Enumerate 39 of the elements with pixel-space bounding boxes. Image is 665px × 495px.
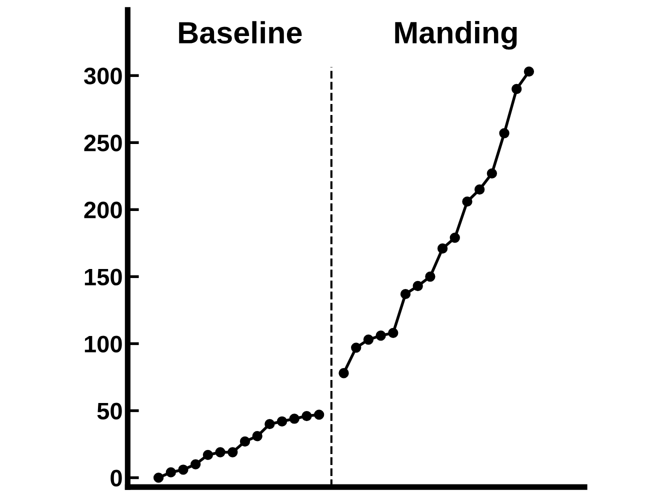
y-tick-label: 300 xyxy=(84,68,122,84)
point xyxy=(228,447,238,458)
point xyxy=(153,472,164,483)
point xyxy=(178,464,188,475)
y-tick-label: 250 xyxy=(84,134,122,152)
point xyxy=(252,431,262,442)
point xyxy=(499,128,510,138)
point xyxy=(425,272,436,282)
point xyxy=(314,410,324,420)
point xyxy=(474,184,485,195)
point xyxy=(400,288,411,300)
point xyxy=(166,467,176,478)
annotation: Manding xyxy=(395,21,517,50)
annotation: Baseline xyxy=(179,21,302,44)
point xyxy=(376,330,386,341)
point xyxy=(302,410,312,422)
y-tick-label: 0 xyxy=(110,470,122,486)
point xyxy=(240,436,250,447)
point xyxy=(486,168,498,179)
point xyxy=(437,243,448,254)
point xyxy=(351,342,362,353)
point xyxy=(338,368,349,378)
y-tick-label: 100 xyxy=(84,336,122,352)
point xyxy=(215,447,226,458)
point xyxy=(388,328,398,338)
y-tick-label: 50 xyxy=(97,402,122,420)
point xyxy=(363,334,374,345)
point xyxy=(512,84,522,94)
point xyxy=(289,414,300,424)
point xyxy=(276,416,288,426)
y-tick-label: 200 xyxy=(84,202,122,218)
point xyxy=(202,450,214,460)
point xyxy=(264,418,275,430)
point xyxy=(412,280,423,292)
point xyxy=(462,196,472,207)
point xyxy=(524,66,534,77)
point xyxy=(190,459,201,470)
y-tick-label: 150 xyxy=(84,268,122,286)
point xyxy=(450,232,460,243)
